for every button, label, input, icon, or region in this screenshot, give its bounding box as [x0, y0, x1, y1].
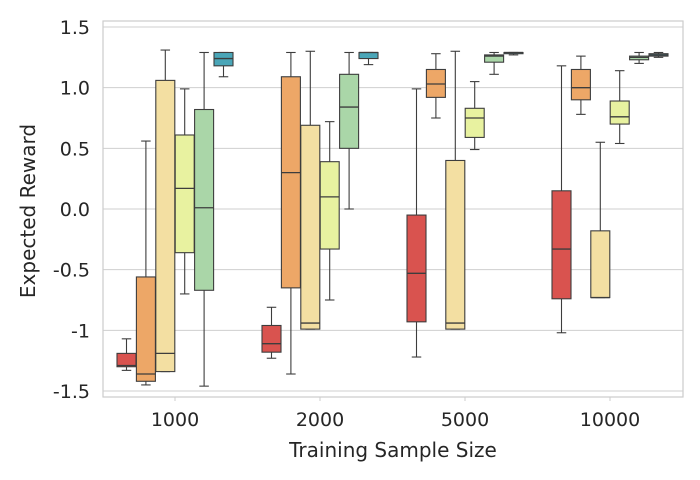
x-tick-label: 5000 [441, 409, 489, 431]
box-body [300, 124, 321, 330]
y-tick-label: 0.5 [60, 138, 90, 160]
box-group-1000 [116, 49, 234, 387]
x-tick-label: 1000 [151, 409, 199, 431]
box-body [319, 161, 340, 250]
box-body [551, 190, 572, 300]
box-body [194, 108, 215, 291]
y-tick-label: 1.5 [60, 17, 90, 39]
box-body [609, 100, 630, 125]
box-body [174, 134, 195, 254]
box-body [464, 107, 485, 138]
box-body [570, 68, 591, 101]
box-body [261, 324, 282, 353]
box-body [358, 51, 379, 60]
box-group-5000 [406, 50, 524, 358]
x-tick-labels: 1000 2000 5000 10000 [151, 397, 640, 431]
box-body [339, 73, 360, 149]
x-tick-label: 10000 [580, 409, 640, 431]
box-series [116, 49, 669, 387]
y-tick-label: -0.5 [53, 260, 90, 282]
box-body [155, 79, 176, 373]
box-group-2000 [261, 50, 379, 375]
y-tick-label: -1.5 [53, 381, 90, 403]
box-body [445, 159, 466, 330]
box-body [280, 76, 301, 289]
box-body [135, 276, 156, 382]
box-body [590, 230, 611, 299]
x-axis-label: Training Sample Size [288, 438, 497, 462]
y-axis-label: Expected Reward [16, 124, 40, 298]
y-tick-label: 0.0 [60, 199, 90, 221]
y-tick-label: -1 [71, 320, 90, 342]
x-tick-label: 2000 [296, 409, 344, 431]
box-group-10000 [551, 51, 669, 334]
y-tick-labels: 1.5 1.0 0.5 0.0 -0.5 -1 -1.5 [53, 17, 90, 403]
box-body [406, 214, 427, 323]
box-body [484, 54, 505, 63]
box-body [116, 352, 137, 368]
y-tick-label: 1.0 [60, 78, 90, 100]
plot-frame [102, 20, 684, 398]
